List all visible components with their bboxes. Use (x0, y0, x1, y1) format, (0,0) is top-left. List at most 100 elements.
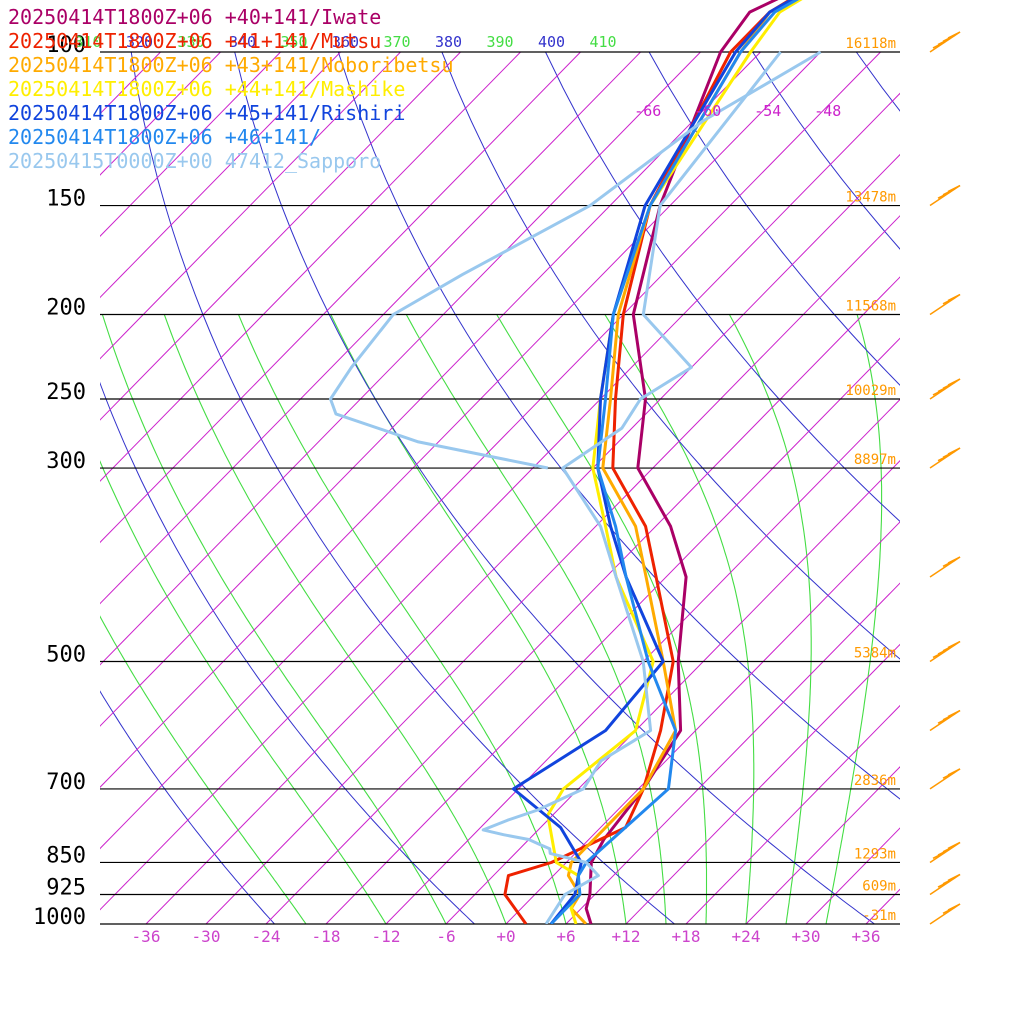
dry-adiabat-line (100, 690, 275, 924)
theta-label: 400 (538, 33, 565, 51)
isotherm-line (565, 582, 900, 924)
isotherm-line (685, 704, 900, 924)
dry-adiabat-line (960, 52, 1024, 924)
theta-label: 350 (280, 33, 307, 51)
isotherm-label: -66 (634, 102, 661, 120)
isotherm-line (805, 827, 900, 924)
dry-adiabat-line (441, 51, 900, 660)
moist-adiabat-line (728, 314, 812, 924)
temperature-tick-label: +36 (852, 927, 881, 946)
dry-adiabat-line (648, 51, 900, 386)
pressure-tick-label: 925 (46, 875, 86, 900)
theta-label: 330 (177, 33, 204, 51)
wind-barb-feather (937, 453, 951, 462)
temperature-tick-label: -18 (312, 927, 341, 946)
wind-barb (929, 447, 961, 469)
temperature-profile-line (503, 0, 793, 924)
isotherm-line (100, 51, 641, 605)
wind-barb-feather (942, 906, 956, 914)
isotherm-line (865, 888, 900, 924)
wind-barb (929, 293, 961, 316)
legend-entry: 20250414T1800Z+06 +46+141/ (8, 125, 321, 149)
moist-adiabat-line (163, 314, 507, 924)
isotherm-line (100, 51, 461, 421)
isotherm-line (325, 337, 900, 924)
legend-entry: 20250414T1800Z+06 +45+141/Rishiri (8, 101, 405, 125)
height-label: 11568m (845, 298, 896, 314)
wind-barb (929, 556, 961, 578)
isotherm-line (100, 51, 581, 544)
moist-adiabats (100, 314, 883, 924)
moist-adiabat-line (604, 314, 755, 924)
isotherm-line (100, 51, 221, 176)
theta-label: 410 (589, 33, 616, 51)
pressure-tick-label: 850 (46, 843, 86, 868)
isotherm-line (205, 215, 900, 924)
isotherms (100, 51, 900, 924)
isotherm-label: -48 (814, 102, 841, 120)
temperature-profile-line (549, 0, 800, 924)
pressure-tick-label: 1000 (33, 905, 86, 930)
pressure-tick-label: 250 (46, 380, 86, 405)
wind-barb (929, 31, 961, 53)
theta-label: 310 (74, 33, 101, 51)
wind-barb (929, 841, 961, 864)
isotherm-line (445, 460, 900, 924)
wind-barb-feather (942, 297, 956, 305)
wind-barb-feather (932, 851, 946, 860)
isotherm-line (625, 643, 900, 924)
wind-barb-feather (937, 880, 951, 888)
moist-adiabat-line (330, 314, 627, 924)
isotherm-line (265, 276, 900, 924)
moist-adiabat-line (100, 615, 307, 924)
isotherm-line (100, 51, 821, 788)
axis-labels: 100 150 200 250 300 500 700 850 925 1000 16118m 134… (33, 33, 896, 946)
dry-adiabat-line (100, 381, 475, 924)
temperature-tick-label: +6 (556, 927, 575, 946)
legend-entry: 20250415T0000Z+00 47412_Sapporo (8, 149, 381, 173)
pressure-tick-label: 150 (46, 187, 86, 212)
wind-barb-feather (932, 650, 946, 659)
wind-barb (929, 873, 961, 896)
temperature-profile-line (546, 0, 803, 924)
height-label: 16118m (845, 36, 896, 52)
temperature-tick-label: -6 (436, 927, 455, 946)
temperature-profile-line (481, 51, 782, 924)
wind-barb (929, 640, 961, 663)
dry-adiabat-line (337, 51, 900, 800)
height-label: 609m (862, 878, 896, 894)
height-label: 1293m (854, 846, 896, 862)
wind-barb-feather (932, 388, 946, 396)
temperature-tick-label: -30 (192, 927, 221, 946)
temperature-tick-label: -36 (132, 927, 161, 946)
isobars (100, 51, 900, 925)
moist-adiabat-line (237, 314, 567, 924)
wind-barb (929, 378, 961, 400)
isotherm-line (100, 51, 881, 850)
dry-adiabat-line (234, 51, 875, 924)
dry-adiabat-line (752, 51, 900, 250)
dry-adiabat-line (545, 51, 900, 523)
temperature-tick-label: -24 (252, 927, 281, 946)
isotherm-line (100, 92, 900, 911)
wind-barb-feather (942, 559, 956, 567)
isotherm-line (385, 398, 900, 924)
temperature-tick-label: +24 (732, 927, 761, 946)
legend-entry: 20250414T1800Z+06 +44+141/Mashike (8, 77, 405, 101)
pressure-tick-label: 100 (46, 33, 86, 58)
isotherm-line (100, 51, 761, 727)
dewpoint-profile-line (329, 50, 822, 470)
wind-barb (929, 184, 961, 207)
height-label: 10029m (845, 383, 896, 399)
wind-barbs (929, 31, 961, 925)
isotherm-line (145, 153, 900, 924)
temperature-tick-label: +30 (792, 927, 821, 946)
height-label: -31m (862, 908, 896, 924)
wind-barb (929, 768, 961, 790)
moist-adiabat-line (101, 314, 447, 924)
isotherm-label: -60 (694, 102, 721, 120)
isotherm-line (100, 51, 341, 299)
temperature-tick-label: +18 (672, 927, 701, 946)
height-label: 8897m (854, 452, 896, 468)
